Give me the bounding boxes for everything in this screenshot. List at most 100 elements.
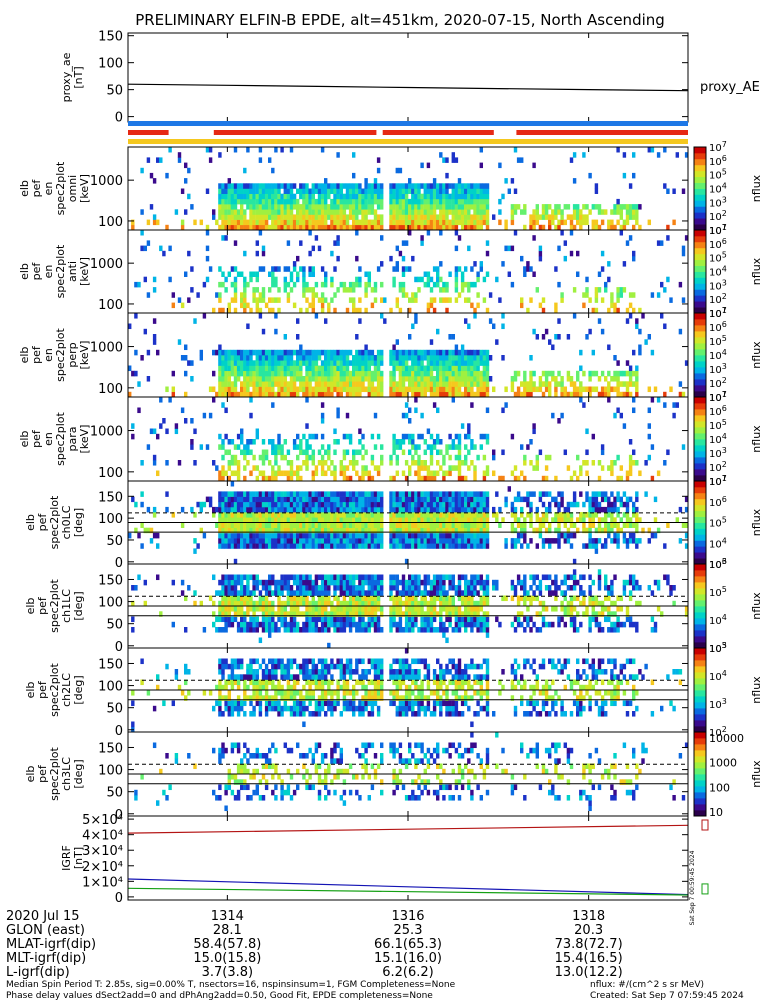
spec-cell [264,454,269,461]
spec-cell [454,349,459,356]
spec-cell [380,183,384,189]
spec-cell [286,188,291,194]
spec-cell [271,496,275,503]
spec-cell [429,512,434,518]
spec-cell [358,595,362,602]
spec-cell [585,292,589,298]
spec-cell [373,376,378,382]
spec-cell [560,386,564,393]
spec-cell [367,470,372,477]
spec-cell [364,611,368,617]
spec-cell [289,147,294,153]
spec-cell [367,183,372,189]
spec-cell [560,219,564,226]
spec-cell [684,543,689,549]
spec-cell [411,527,415,534]
spec-cell [457,193,462,200]
spec-cell [395,297,400,303]
spec-cell [647,386,652,393]
spec-cell [470,381,474,387]
spec-cell [504,178,508,184]
spec-cell [339,501,344,508]
spec-cell [628,470,633,477]
spec-cell [249,188,253,194]
spec-cell [224,517,228,523]
spec-cell [246,574,250,581]
spec-cell [277,214,281,220]
spec-cell [632,214,636,220]
spec-cell [196,501,200,508]
spec-cell [289,527,294,534]
spec-cell [221,627,225,633]
spec-cell [423,532,428,539]
spec-cell [302,360,306,366]
spec-cell [454,355,459,361]
spec-cell [411,323,415,330]
spec-cell [302,266,306,272]
spec-cell [370,595,375,602]
spec-cell [380,224,384,231]
spec-cell [420,370,424,377]
spec-cell [333,224,337,231]
spec-cell [308,376,312,382]
spec-cell [429,224,434,231]
spec-cell [218,538,222,544]
spec-cell [233,506,238,513]
spec-cell [233,276,238,283]
spec-cell [417,204,421,210]
spec-cell [152,454,157,461]
spec-cell [398,349,403,356]
spec-cell [610,460,614,466]
spec-cell [460,370,465,377]
spec-cell [302,271,306,277]
spec-cell [342,585,347,591]
spec-cell [358,381,362,387]
spec-cell [373,496,378,503]
spec-cell [638,204,642,210]
spec-cell [361,538,365,544]
spec-cell [264,355,269,361]
spec-cell [258,522,263,528]
spec-cell [252,465,256,471]
spec-cell [389,198,393,205]
spec-cell [373,527,378,534]
spec-cell [156,543,160,549]
spec-cell [143,245,148,252]
spec-cell [582,402,586,408]
spec-cell [224,600,228,607]
spec-cell [448,527,452,534]
spec-cell [314,381,319,387]
spec-cell [569,501,574,508]
spec-cell [302,501,306,508]
spec-cell [467,245,471,252]
spec-cell [218,590,222,596]
spec-cell [333,355,337,361]
spec-cell [140,355,144,361]
spec-cell [311,433,316,440]
spec-cell [233,240,238,246]
spec-cell [348,376,353,382]
spec-cell [190,287,194,293]
spec-cell [361,517,365,523]
spec-cell [236,365,241,372]
spec-cell [233,370,238,377]
spec-cell [476,454,480,461]
spec-cell [330,611,334,617]
spec-cell [392,512,396,518]
spec-cell [470,402,474,408]
spec-cell [364,344,368,351]
spec-cell [358,360,362,366]
spec-cell [299,214,303,220]
spec-cell [401,433,406,440]
spec-cell [392,522,396,528]
spec-cell [333,496,337,503]
spec-cell [529,538,533,544]
spec-cell [305,360,309,366]
spec-cell [221,370,225,377]
spec-cell [395,339,400,345]
spec-cell [442,522,446,528]
spec-cell [600,496,605,503]
spec-cell [392,360,396,366]
spec-cell [376,585,381,591]
spec-cell [411,376,415,382]
